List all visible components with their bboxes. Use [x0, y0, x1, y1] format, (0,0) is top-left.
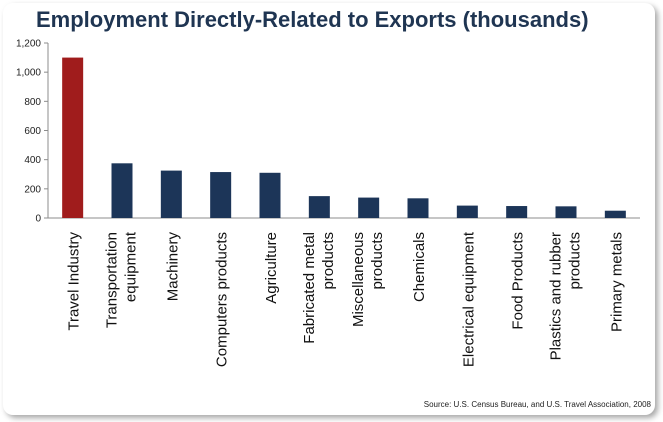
- bar: [62, 57, 84, 219]
- x-tick-label: Plastics and rubber products: [548, 232, 584, 360]
- x-tick-label: Agriculture: [263, 232, 280, 304]
- y-tick-label: 600: [24, 126, 41, 137]
- bar: [604, 210, 626, 218]
- x-tick-label-line: Fabricated metal: [301, 232, 318, 344]
- bar: [456, 205, 478, 218]
- y-tick-label: 1,200: [16, 39, 41, 50]
- x-tick-label-line: products: [320, 232, 337, 290]
- x-tick-labels: Travel Industry Transportation equipment Ma…: [66, 231, 626, 367]
- x-tick-label-line: Food Products: [510, 232, 527, 330]
- x-tick-label-line: Primary metals: [608, 232, 625, 332]
- x-tick-label-line: Computers products: [214, 232, 231, 367]
- x-tick-label: Electrical equipment: [460, 231, 477, 367]
- x-tick-label: Primary metals: [608, 232, 625, 332]
- x-tick-label: Miscellaneous products: [350, 232, 386, 327]
- bar: [160, 170, 182, 218]
- x-tick-label-line: Machinery: [164, 232, 181, 302]
- x-tick-label: Transportation equipment: [104, 231, 140, 328]
- bar: [259, 172, 281, 218]
- y-tick-label: 800: [24, 97, 41, 108]
- axes: [44, 42, 640, 219]
- bar: [407, 198, 429, 218]
- x-tick-label-line: Miscellaneous: [350, 232, 367, 327]
- x-tick-label-line: equipment: [123, 231, 140, 302]
- bar: [358, 197, 380, 218]
- x-tick-label-line: Travel Industry: [66, 232, 83, 331]
- x-tick-label-line: Plastics and rubber: [548, 232, 565, 360]
- x-tick-label-line: products: [567, 232, 584, 290]
- x-tick-label: Travel Industry: [66, 232, 83, 331]
- x-tick-label: Chemicals: [411, 232, 428, 302]
- x-tick-label: Machinery: [164, 232, 181, 302]
- x-tick-label-line: products: [369, 232, 386, 290]
- y-tick-label: 1,000: [16, 68, 41, 79]
- x-tick-label-line: Electrical equipment: [460, 231, 477, 367]
- x-tick-label: Fabricated metal products: [301, 232, 337, 344]
- y-tick-label: 400: [24, 155, 41, 166]
- chart-source-note: Source: U.S. Census Bureau, and U.S. Tra…: [423, 400, 651, 409]
- bar: [308, 196, 330, 218]
- bar: [555, 206, 577, 218]
- x-tick-label: Computers products: [214, 232, 231, 367]
- chart-title: Employment Directly-Related to Exports (…: [36, 7, 589, 32]
- bars: [62, 57, 626, 219]
- y-tick-labels: 0 200 400 600 800 1,000 1,200: [16, 39, 41, 225]
- x-tick-label-line: Agriculture: [263, 232, 280, 304]
- x-tick-label-line: Chemicals: [411, 232, 428, 302]
- bar: [506, 206, 528, 218]
- x-tick-label-line: Transportation: [104, 232, 121, 328]
- y-tick-label: 0: [35, 214, 41, 225]
- y-tick-label: 200: [24, 184, 41, 195]
- bar: [111, 163, 133, 218]
- x-tick-label: Food Products: [510, 232, 527, 330]
- bar: [210, 172, 232, 218]
